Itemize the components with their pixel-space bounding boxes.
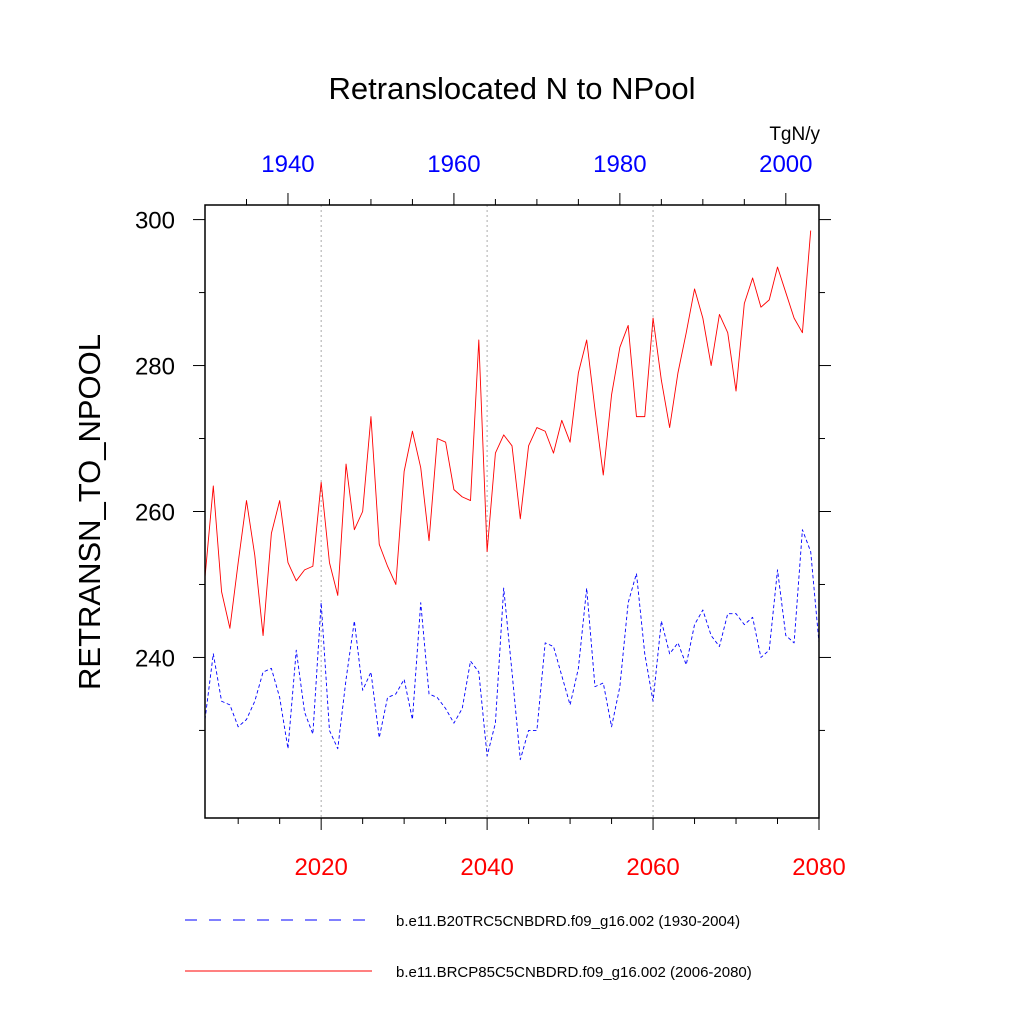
- y-axis-label: RETRANSN_TO_NPOOL: [72, 334, 107, 690]
- x-bottom-tick-label-2060: 2060: [626, 854, 679, 881]
- x-bottom-tick-label-2020: 2020: [294, 854, 347, 881]
- y-tick-label-300: 300: [135, 208, 175, 235]
- legend-label-historical: b.e11.B20TRC5CNBDRD.f09_g16.002 (1930-20…: [396, 913, 740, 930]
- y-tick-label-280: 280: [135, 354, 175, 381]
- units-label: TgN/y: [769, 124, 820, 145]
- gridlines: [320, 205, 654, 818]
- y-tick-label-240: 240: [135, 645, 175, 672]
- x-bottom-tick-label-2040: 2040: [460, 854, 513, 881]
- plot-frame: [204, 204, 820, 819]
- x-top-tick-label-1980: 1980: [593, 151, 646, 178]
- chart-title: Retranslocated N to NPool: [328, 71, 695, 106]
- x-top-tick-label-1960: 1960: [427, 151, 480, 178]
- legend-label-rcp85: b.e11.BRCP85C5CNBDRD.f09_g16.002 (2006-2…: [396, 964, 752, 981]
- series-line-rcp85: [204, 230, 812, 637]
- legend: b.e11.B20TRC5CNBDRD.f09_g16.002 (1930-20…: [185, 913, 752, 981]
- series-line-historical: [204, 529, 820, 761]
- x-top-tick-label-2000: 2000: [759, 151, 812, 178]
- x-bottom-tick-label-2080: 2080: [792, 854, 845, 881]
- y-tick-label-260: 260: [135, 500, 175, 527]
- x-top-tick-label-1940: 1940: [261, 151, 314, 178]
- axis-tick-labels: 240 260 280 300 2020 2040 2060 2080 1940 1960 1980…: [135, 151, 846, 881]
- axis-ticks: [193, 193, 831, 830]
- series-layer: [204, 230, 820, 761]
